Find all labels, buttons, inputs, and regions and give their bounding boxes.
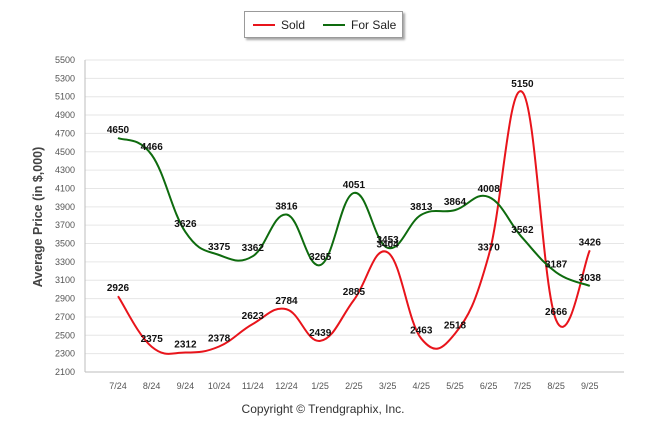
legend-label-for-sale: For Sale <box>351 18 397 32</box>
data-label-sold: 2666 <box>545 307 568 318</box>
x-tick-label: 7/24 <box>109 381 127 391</box>
x-tick-label: 8/25 <box>547 381 565 391</box>
x-tick-label: 10/24 <box>208 381 231 391</box>
series-line-sold <box>117 90 591 355</box>
y-tick-label: 4900 <box>55 110 75 120</box>
x-tick-label: 1/25 <box>311 381 329 391</box>
y-tick-label: 3500 <box>55 239 75 249</box>
data-label-for-sale: 4051 <box>343 180 366 191</box>
data-label-sold: 3426 <box>579 237 602 248</box>
y-tick-label: 5100 <box>55 92 75 102</box>
y-axis-title: Average Price (in $,000) <box>31 146 45 288</box>
y-tick-label: 4100 <box>55 183 75 193</box>
x-tick-label: 5/25 <box>446 381 464 391</box>
copyright-text: Copyright © Trendgraphix, Inc. <box>241 402 405 416</box>
data-label-sold: 2378 <box>208 333 231 344</box>
data-label-sold: 3370 <box>478 242 501 253</box>
y-tick-label: 3700 <box>55 220 75 230</box>
x-tick-label: 8/24 <box>143 381 161 391</box>
data-label-sold: 2623 <box>242 311 265 322</box>
data-label-sold: 3404 <box>376 239 399 250</box>
y-tick-label: 4300 <box>55 165 75 175</box>
data-label-for-sale: 3362 <box>242 243 265 254</box>
data-label-sold: 2885 <box>343 287 366 298</box>
x-tick-label: 9/24 <box>177 381 195 391</box>
data-label-for-sale: 4008 <box>478 184 501 195</box>
data-label-sold: 5150 <box>511 79 534 90</box>
data-label-for-sale: 4466 <box>141 142 164 153</box>
data-label-for-sale: 3562 <box>511 225 534 236</box>
data-label-for-sale: 3864 <box>444 197 467 208</box>
y-tick-label: 3300 <box>55 257 75 267</box>
data-label-for-sale: 3453 <box>376 235 399 246</box>
y-tick-label: 4500 <box>55 147 75 157</box>
data-label-for-sale: 3375 <box>208 242 231 253</box>
data-label-for-sale: 4650 <box>107 125 130 136</box>
x-tick-label: 9/25 <box>581 381 599 391</box>
x-tick-label: 11/24 <box>242 381 264 391</box>
y-tick-label: 2500 <box>55 330 75 340</box>
data-label-sold: 2463 <box>410 326 433 337</box>
data-label-for-sale: 3187 <box>545 259 568 270</box>
data-label-for-sale: 3265 <box>309 252 332 263</box>
series-line-for-sale <box>117 137 591 287</box>
data-label-for-sale: 3626 <box>174 219 197 230</box>
x-tick-label: 12/24 <box>275 381 298 391</box>
data-label-sold: 2784 <box>275 296 298 307</box>
data-label-for-sale: 3816 <box>275 202 298 213</box>
x-tick-label: 3/25 <box>379 381 397 391</box>
data-label-for-sale: 3813 <box>410 202 433 213</box>
y-tick-label: 5500 <box>55 55 75 65</box>
data-label-sold: 2312 <box>174 340 197 351</box>
y-tick-label: 4700 <box>55 128 75 138</box>
y-tick-label: 3900 <box>55 202 75 212</box>
y-tick-label: 3100 <box>55 275 75 285</box>
x-tick-label: 4/25 <box>413 381 431 391</box>
legend-swatch-sold <box>253 24 275 26</box>
y-tick-label: 2100 <box>55 367 75 377</box>
y-tick-label: 2900 <box>55 294 75 304</box>
x-tick-label: 2/25 <box>345 381 363 391</box>
legend-swatch-for-sale <box>323 24 345 26</box>
data-label-sold: 2439 <box>309 328 332 339</box>
x-tick-label: 7/25 <box>514 381 532 391</box>
data-label-sold: 2926 <box>107 283 130 294</box>
x-tick-label: 6/25 <box>480 381 498 391</box>
data-label-sold: 2518 <box>444 321 467 332</box>
legend-label-sold: Sold <box>281 18 306 32</box>
y-tick-label: 2300 <box>55 349 75 359</box>
y-tick-label: 5300 <box>55 73 75 83</box>
data-label-for-sale: 3038 <box>579 273 602 284</box>
data-label-sold: 2375 <box>141 334 164 345</box>
y-tick-label: 2700 <box>55 312 75 322</box>
legend: Sold For Sale <box>244 11 403 38</box>
